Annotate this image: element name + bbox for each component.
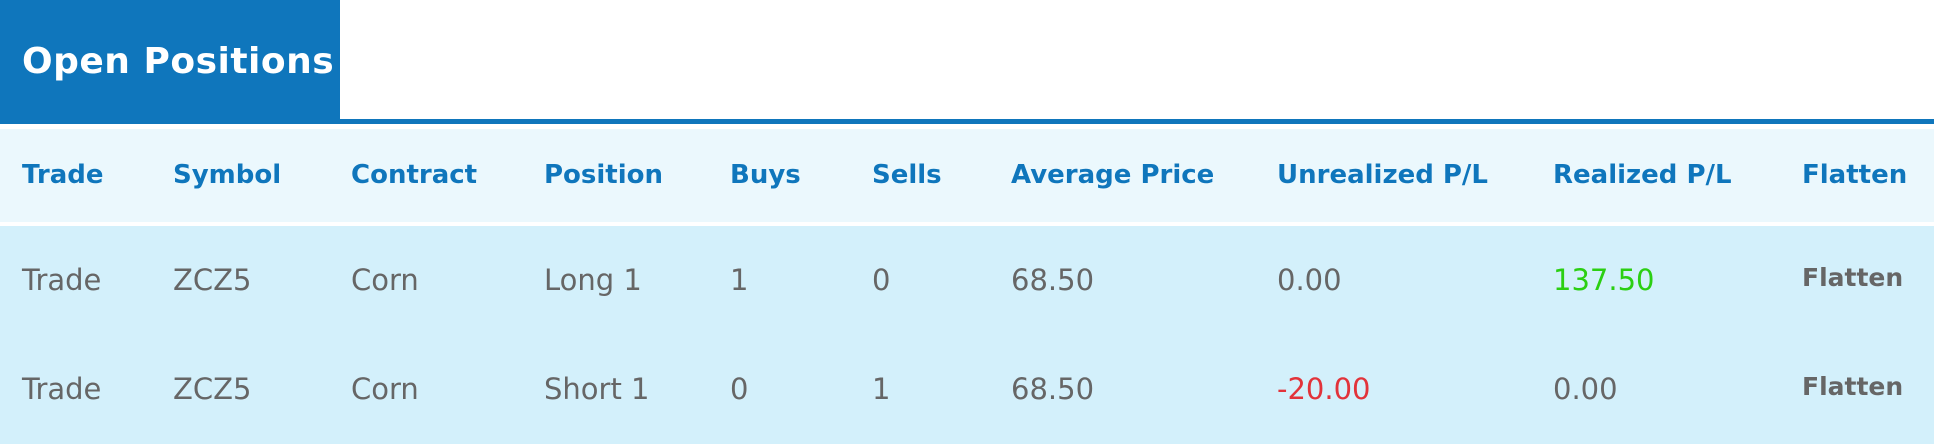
trade-cell: Trade [22, 263, 102, 297]
buys-cell: 0 [730, 372, 749, 406]
panel-header: Open Positions [0, 0, 1934, 124]
column-header-realized-pl: Realized P/L [1553, 160, 1732, 190]
table-row: Trade ZCZ5 Corn Long 1 1 0 68.50 0.00 13… [0, 226, 1934, 335]
column-header-position: Position [544, 160, 664, 190]
column-header-buys: Buys [730, 160, 801, 190]
panel-title: Open Positions [0, 0, 340, 124]
column-header-flatten: Flatten [1802, 160, 1908, 190]
table-header-row: Trade Symbol Contract Position Buys Sell… [0, 129, 1934, 226]
column-header-unrealized-pl: Unrealized P/L [1277, 160, 1488, 190]
contract-cell: Corn [351, 372, 419, 406]
position-cell: Short 1 [544, 372, 650, 406]
realized-pl-cell: 137.50 [1553, 263, 1655, 297]
column-header-contract: Contract [351, 160, 478, 190]
unrealized-pl-cell: -20.00 [1277, 372, 1371, 406]
symbol-cell: ZCZ5 [173, 372, 252, 406]
table-row: Trade ZCZ5 Corn Short 1 0 1 68.50 -20.00… [0, 335, 1934, 444]
trade-cell: Trade [22, 372, 102, 406]
sells-cell: 1 [872, 372, 891, 406]
flatten-button[interactable]: Flatten [1802, 263, 1904, 292]
column-header-average-price: Average Price [1011, 160, 1215, 190]
average-price-cell: 68.50 [1011, 263, 1095, 297]
sells-cell: 0 [872, 263, 891, 297]
buys-cell: 1 [730, 263, 749, 297]
open-positions-table: Trade Symbol Contract Position Buys Sell… [0, 129, 1934, 444]
realized-pl-cell: 0.00 [1553, 372, 1618, 406]
position-cell: Long 1 [544, 263, 642, 297]
column-header-trade: Trade [22, 160, 104, 190]
average-price-cell: 68.50 [1011, 372, 1095, 406]
unrealized-pl-cell: 0.00 [1277, 263, 1342, 297]
contract-cell: Corn [351, 263, 419, 297]
flatten-button[interactable]: Flatten [1802, 372, 1904, 401]
column-header-symbol: Symbol [173, 160, 282, 190]
column-header-sells: Sells [872, 160, 942, 190]
symbol-cell: ZCZ5 [173, 263, 252, 297]
